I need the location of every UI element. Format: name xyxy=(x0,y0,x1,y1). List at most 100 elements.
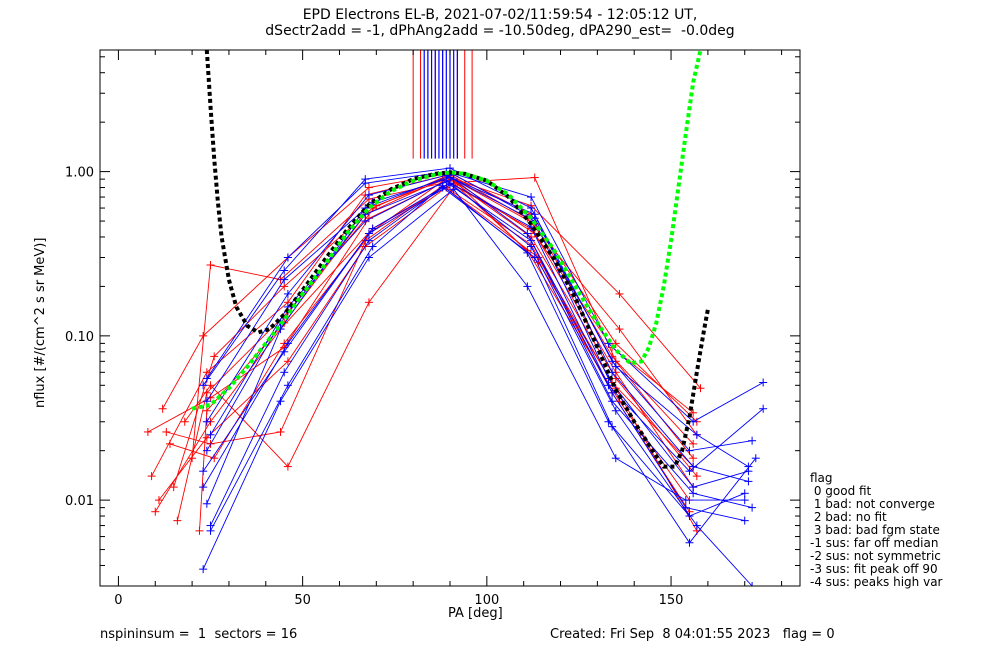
legend-item: -2 sus: not symmetric xyxy=(810,549,941,563)
data-point xyxy=(442,176,451,185)
data-point xyxy=(364,183,373,192)
black-fit-curve xyxy=(204,50,710,469)
data-point xyxy=(696,384,705,393)
data-point xyxy=(283,357,292,366)
x-tick-label: 0 xyxy=(114,593,122,608)
data-point xyxy=(206,430,215,439)
data-point xyxy=(283,289,292,298)
data-point xyxy=(523,282,532,291)
data-point xyxy=(364,236,373,245)
data-point xyxy=(615,289,624,298)
chart-subtitle: dSectr2add = -1, dPhAng2add = -10.50deg,… xyxy=(265,23,735,39)
y-tick-label: 0.10 xyxy=(65,330,94,345)
data-point xyxy=(692,430,701,439)
data-point xyxy=(685,512,694,521)
x-axis-label: PA [deg] xyxy=(448,606,503,621)
data-point xyxy=(608,397,617,406)
series-line xyxy=(184,177,694,468)
data-point xyxy=(744,462,753,471)
data-point xyxy=(361,217,370,226)
data-point xyxy=(280,275,289,284)
x-tick-label: 150 xyxy=(659,593,684,608)
data-point xyxy=(748,582,757,586)
data-point xyxy=(364,298,373,307)
data-point xyxy=(527,236,536,245)
data-point xyxy=(280,368,289,377)
series-line xyxy=(210,185,745,532)
data-point xyxy=(199,565,208,574)
data-point xyxy=(151,507,160,516)
data-point xyxy=(748,503,757,512)
data-point xyxy=(689,408,698,417)
data-point xyxy=(611,454,620,463)
data-point xyxy=(202,374,211,383)
x-tick-label: 50 xyxy=(294,593,311,608)
data-point xyxy=(206,526,215,535)
data-point xyxy=(604,381,613,390)
data-point xyxy=(364,191,373,200)
data-point xyxy=(530,253,539,262)
data-point xyxy=(169,483,178,492)
data-point xyxy=(608,357,617,366)
data-point xyxy=(740,496,749,505)
data-point xyxy=(283,253,292,262)
series-line xyxy=(206,174,749,504)
data-point xyxy=(173,516,182,525)
data-point xyxy=(608,388,617,397)
data-point xyxy=(751,454,760,463)
data-point xyxy=(154,496,163,505)
data-point xyxy=(368,242,377,251)
data-point xyxy=(199,467,208,476)
data-point xyxy=(280,266,289,275)
series-line xyxy=(162,172,698,423)
x-tick-label: 100 xyxy=(474,593,499,608)
data-point xyxy=(162,427,171,436)
data-point xyxy=(523,229,532,238)
data-point xyxy=(527,204,536,213)
legend-item: 0 good fit xyxy=(810,484,872,498)
series-line xyxy=(206,174,749,488)
legend-item: 2 bad: no fit xyxy=(810,510,887,524)
data-point xyxy=(759,404,768,413)
data-point xyxy=(147,472,156,481)
data-point xyxy=(210,352,219,361)
data-point xyxy=(202,417,211,426)
chart-title: EPD Electrons EL-B, 2021-07-02/11:59:54 … xyxy=(302,7,698,23)
data-point xyxy=(530,173,539,182)
footer-left: nspininsum = 1 sectors = 16 xyxy=(100,627,298,642)
data-point xyxy=(364,229,373,238)
data-point xyxy=(166,439,174,448)
data-point xyxy=(199,381,208,390)
series-line xyxy=(202,182,753,586)
data-point xyxy=(692,472,701,481)
series-line xyxy=(210,180,764,472)
footer-right: Created: Fri Sep 8 04:01:55 2023 flag = … xyxy=(550,627,835,642)
data-point xyxy=(280,347,289,356)
data-point xyxy=(685,446,694,455)
data-point xyxy=(206,261,215,270)
data-point xyxy=(361,179,370,188)
series-line xyxy=(202,184,753,509)
data-point xyxy=(188,454,197,463)
data-point xyxy=(206,381,215,390)
data-point xyxy=(611,362,620,371)
green-fit-curve xyxy=(191,50,703,411)
data-point xyxy=(689,462,698,471)
data-point xyxy=(685,467,694,476)
data-point xyxy=(689,439,698,448)
series-line xyxy=(202,188,745,570)
series-line xyxy=(202,167,753,452)
data-point xyxy=(611,339,620,348)
data-point xyxy=(681,496,690,505)
data-point xyxy=(692,521,701,530)
legend-item: 3 bad: bad fgm state xyxy=(810,523,940,537)
data-point xyxy=(283,381,292,390)
data-point xyxy=(740,516,749,525)
legend-title: flag xyxy=(810,471,833,485)
data-point xyxy=(158,404,167,413)
data-point xyxy=(180,417,189,426)
data-point xyxy=(759,378,768,387)
y-tick-label: 1.00 xyxy=(65,166,94,181)
data-point xyxy=(523,248,532,257)
